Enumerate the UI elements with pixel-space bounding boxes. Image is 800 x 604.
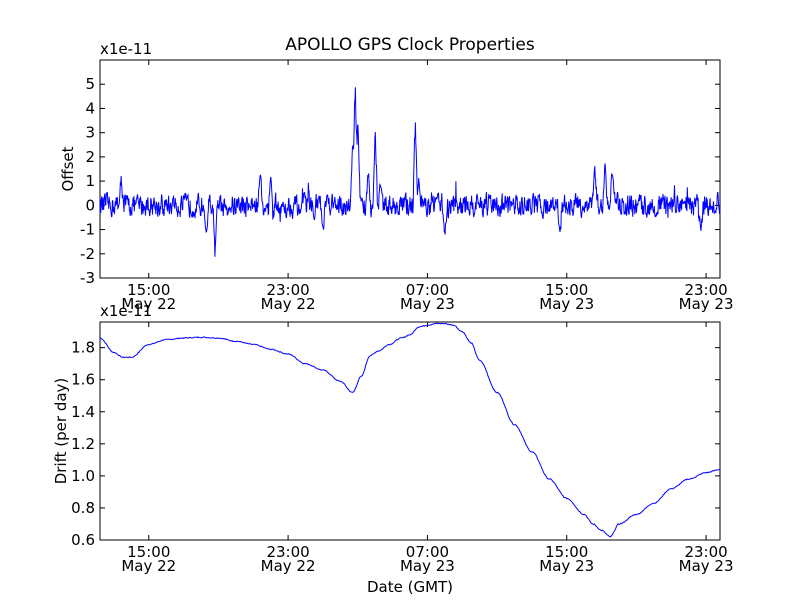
x-tick-date-label: May 23 [400, 295, 455, 313]
drift-plot-frame [99, 321, 721, 541]
y-tick-label: 2 [85, 148, 95, 166]
x-tick-time-label: 23:00 [266, 543, 309, 561]
x-tick-date-label: May 23 [539, 557, 594, 575]
y-tick-label: -2 [80, 245, 95, 263]
offset-y-axis-label: Offset [59, 146, 77, 191]
offset-multiplier-label: x1e-11 [100, 40, 152, 58]
x-tick-time-label: 15:00 [545, 543, 588, 561]
drift-multiplier-label: x1e-11 [100, 302, 152, 320]
x-tick-date-label: May 22 [261, 295, 316, 313]
y-tick-label: 1.4 [71, 403, 95, 421]
y-tick-label: 5 [85, 75, 95, 93]
y-tick-label: 0.8 [71, 499, 95, 517]
drift-series-line [99, 322, 721, 538]
x-axis-label: Date (GMT) [367, 578, 453, 596]
x-tick-date-label: May 22 [121, 557, 176, 575]
x-tick-time-label: 15:00 [127, 281, 170, 299]
x-tick-date-label: May 22 [261, 557, 316, 575]
y-tick-label: 3 [85, 124, 95, 142]
y-tick-label: -3 [80, 269, 95, 287]
chart-title: APOLLO GPS Clock Properties [285, 35, 535, 55]
x-tick-date-label: May 22 [121, 295, 176, 313]
y-tick-label: 1.6 [71, 371, 95, 389]
y-tick-label: 0 [85, 196, 95, 214]
x-tick-time-label: 15:00 [127, 543, 170, 561]
x-tick-time-label: 23:00 [684, 281, 727, 299]
offset-series-line [99, 87, 721, 257]
y-tick-label: -1 [80, 221, 95, 239]
y-tick-label: 4 [85, 99, 95, 117]
y-tick-label: 1.0 [71, 467, 95, 485]
x-tick-date-label: May 23 [539, 295, 594, 313]
x-tick-time-label: 23:00 [684, 543, 727, 561]
y-tick-label: 1.8 [71, 339, 95, 357]
x-tick-time-label: 15:00 [545, 281, 588, 299]
x-tick-time-label: 07:00 [406, 543, 449, 561]
x-tick-time-label: 07:00 [406, 281, 449, 299]
y-tick-label: 1.2 [71, 435, 95, 453]
x-tick-date-label: May 23 [400, 557, 455, 575]
y-tick-label: 1 [85, 172, 95, 190]
x-tick-time-label: 23:00 [266, 281, 309, 299]
y-tick-label: 0.6 [71, 531, 95, 549]
offset-plot-frame [99, 59, 721, 279]
x-tick-date-label: May 23 [679, 295, 734, 313]
x-tick-date-label: May 23 [679, 557, 734, 575]
drift-y-axis-label: Drift (per day) [52, 378, 70, 485]
